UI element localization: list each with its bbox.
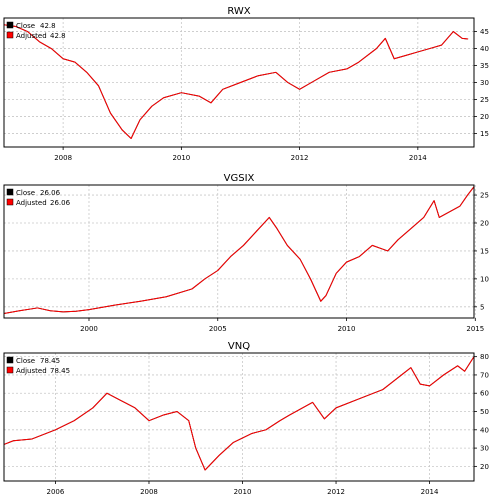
x-tick-label: 2010 — [234, 488, 252, 496]
y-tick-label: 80 — [480, 353, 489, 361]
series-line-adjusted — [3, 186, 475, 315]
x-tick-label: 2006 — [47, 488, 65, 496]
legend-value-close: 42.8 — [40, 22, 56, 30]
x-tick-label: 2000 — [80, 325, 98, 333]
x-tick-label: 2012 — [327, 488, 345, 496]
x-tick-label: 2015 — [466, 325, 484, 333]
legend-value-adjusted: 26.06 — [50, 199, 71, 207]
x-tick-label: 2010 — [338, 325, 356, 333]
legend-label-adjusted: Adjusted — [16, 199, 47, 207]
legend-swatch-adjusted — [6, 31, 14, 39]
x-tick-label: 2008 — [140, 488, 158, 496]
legend-swatch-close — [6, 188, 14, 196]
legend-swatch-adjusted — [6, 366, 14, 374]
series-line-close — [3, 186, 475, 315]
y-tick-label: 40 — [480, 426, 489, 434]
y-tick-label: 25 — [480, 192, 489, 200]
y-tick-label: 60 — [480, 390, 489, 398]
legend-label-close: Close — [16, 22, 35, 30]
plot-frame — [3, 184, 475, 319]
series-line-adjusted — [3, 356, 475, 471]
legend-label-close: Close — [16, 357, 35, 365]
x-tick-label: 2008 — [54, 154, 72, 162]
x-tick-label: 2010 — [172, 154, 190, 162]
legend-swatch-close — [6, 356, 14, 364]
panel-rwx: RWX 2008 2010 2012 2014 15 20 25 30 35 40 45 Close 42… — [3, 6, 489, 162]
plot-frame — [3, 352, 475, 482]
y-tick-label: 20 — [480, 463, 489, 471]
chart-title: VGSIX — [224, 173, 255, 184]
series-line-adjusted — [3, 24, 469, 140]
y-tick-label: 15 — [480, 247, 489, 255]
y-tick-label: 35 — [480, 62, 489, 70]
x-tick-label: 2014 — [409, 154, 427, 162]
legend-swatch-close — [6, 21, 14, 29]
y-tick-label: 10 — [480, 275, 489, 283]
legend-value-adjusted: 78.45 — [50, 367, 70, 375]
chart-title: VNQ — [228, 341, 250, 352]
x-tick-label: 2005 — [209, 325, 227, 333]
y-tick-label: 25 — [480, 96, 489, 104]
x-tick-label: 2012 — [291, 154, 309, 162]
y-tick-label: 5 — [480, 303, 484, 311]
legend-value-close: 78.45 — [40, 357, 60, 365]
panel-vgsix: VGSIX 2000 2005 2010 2015 5 10 15 20 25 Close 26.06… — [3, 173, 489, 333]
y-tick-label: 70 — [480, 371, 489, 379]
legend-value-adjusted: 42.8 — [50, 32, 66, 40]
y-tick-label: 20 — [480, 220, 489, 228]
x-tick-label: 2014 — [421, 488, 439, 496]
y-tick-label: 30 — [480, 445, 489, 453]
plot-frame — [3, 17, 475, 148]
legend-label-close: Close — [16, 189, 35, 197]
y-tick-label: 45 — [480, 28, 489, 36]
chart-title: RWX — [227, 6, 250, 17]
panel-vnq: VNQ 2006 2008 2010 2012 2014 20 30 40 50 60 70 80 Clo… — [3, 341, 489, 496]
legend-value-close: 26.06 — [40, 189, 61, 197]
y-tick-label: 40 — [480, 45, 489, 53]
series-line-close — [3, 24, 469, 140]
legend-label-adjusted: Adjusted — [16, 32, 47, 40]
legend-label-adjusted: Adjusted — [16, 367, 47, 375]
y-tick-label: 15 — [480, 130, 489, 138]
legend-swatch-adjusted — [6, 198, 14, 206]
y-tick-label: 30 — [480, 79, 489, 87]
y-tick-label: 20 — [480, 113, 489, 121]
y-tick-label: 50 — [480, 408, 489, 416]
